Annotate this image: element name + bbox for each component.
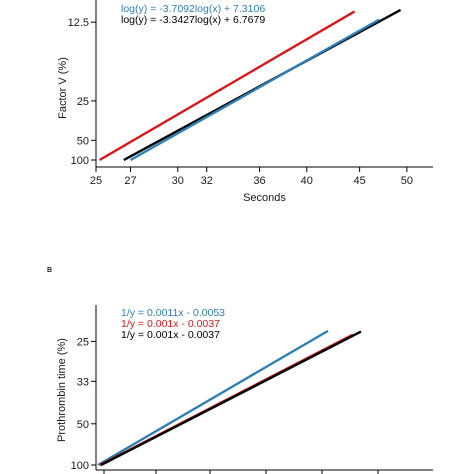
panel-letter: B xyxy=(47,267,52,274)
x-axis-title: Seconds xyxy=(243,192,286,204)
x-tick-label: 36 xyxy=(253,175,265,187)
series-line xyxy=(129,18,380,162)
y-axis-title: Factor V (%) xyxy=(57,57,69,119)
series-line xyxy=(97,329,329,467)
legend-entry: 1/y = 0.001x - 0.0037 xyxy=(121,329,220,341)
x-tick-label: 30 xyxy=(172,175,184,187)
y-tick-label: 50 xyxy=(77,419,89,431)
y-axis-title: Prothrombin time (%) xyxy=(56,338,68,442)
y-tick-label: 25 xyxy=(77,336,89,348)
y-tick-label: 50 xyxy=(77,135,89,147)
chart-panel-b: B 25 33 50 100 Prothrombin time (%) 1/y = 0.00… xyxy=(47,267,433,474)
y-tick-label: 33 xyxy=(77,376,89,388)
legend-entry: log(y) = -3.3427log(x) + 6.7679 xyxy=(121,14,265,26)
x-tick-label: 32 xyxy=(201,175,213,187)
legend-entry: log(y) = -3.7092log(x) + 7.3106 xyxy=(121,3,265,15)
chart-panel-a: 25 27 30 32 36 40 45 50 12.5 25 50 100 Seconds Factor… xyxy=(57,0,433,204)
legend-entry: 1/y = 0.001x - 0.0037 xyxy=(121,318,220,330)
y-tick-label: 100 xyxy=(71,155,89,167)
x-tick-label: 45 xyxy=(353,175,365,187)
series-line xyxy=(98,10,356,162)
x-tick-label: 25 xyxy=(90,175,102,187)
y-tick-label: 100 xyxy=(71,460,89,472)
x-tick-label: 27 xyxy=(124,175,136,187)
legend-entry: 1/y = 0.0011x - 0.0053 xyxy=(121,307,225,319)
y-tick-label: 25 xyxy=(77,96,89,108)
x-tick-label: 50 xyxy=(401,175,413,187)
series-line xyxy=(100,330,362,467)
y-tick-label: 12.5 xyxy=(68,17,89,29)
x-tick-label: 40 xyxy=(301,175,313,187)
